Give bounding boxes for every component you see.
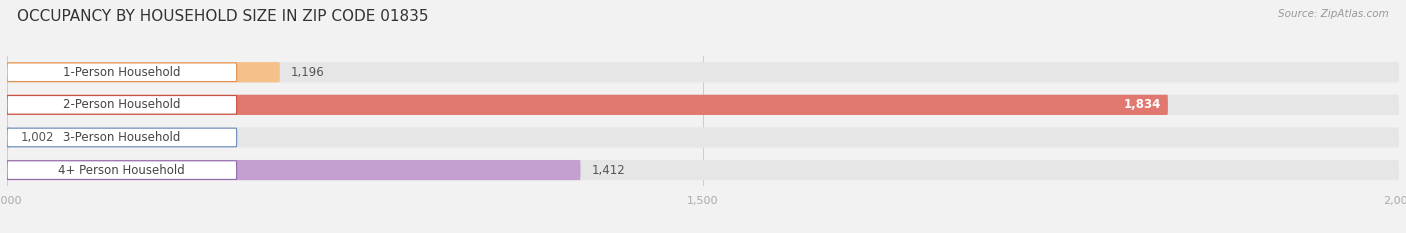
FancyBboxPatch shape [7,160,581,180]
FancyBboxPatch shape [7,161,236,179]
FancyBboxPatch shape [7,62,280,82]
Text: 1,002: 1,002 [21,131,55,144]
FancyBboxPatch shape [7,128,236,147]
FancyBboxPatch shape [7,62,1399,82]
Text: 1,196: 1,196 [291,66,325,79]
Text: 3-Person Household: 3-Person Household [63,131,180,144]
FancyBboxPatch shape [7,160,1399,180]
Text: 1,834: 1,834 [1123,98,1161,111]
FancyBboxPatch shape [7,127,1399,147]
FancyBboxPatch shape [7,63,236,82]
Text: 4+ Person Household: 4+ Person Household [59,164,186,177]
Text: 1,412: 1,412 [592,164,626,177]
Text: 2-Person Household: 2-Person Household [63,98,180,111]
Text: OCCUPANCY BY HOUSEHOLD SIZE IN ZIP CODE 01835: OCCUPANCY BY HOUSEHOLD SIZE IN ZIP CODE … [17,9,429,24]
FancyBboxPatch shape [7,95,1399,115]
FancyBboxPatch shape [7,96,236,114]
FancyBboxPatch shape [7,95,1168,115]
Text: 1-Person Household: 1-Person Household [63,66,180,79]
FancyBboxPatch shape [7,127,10,147]
Text: Source: ZipAtlas.com: Source: ZipAtlas.com [1278,9,1389,19]
